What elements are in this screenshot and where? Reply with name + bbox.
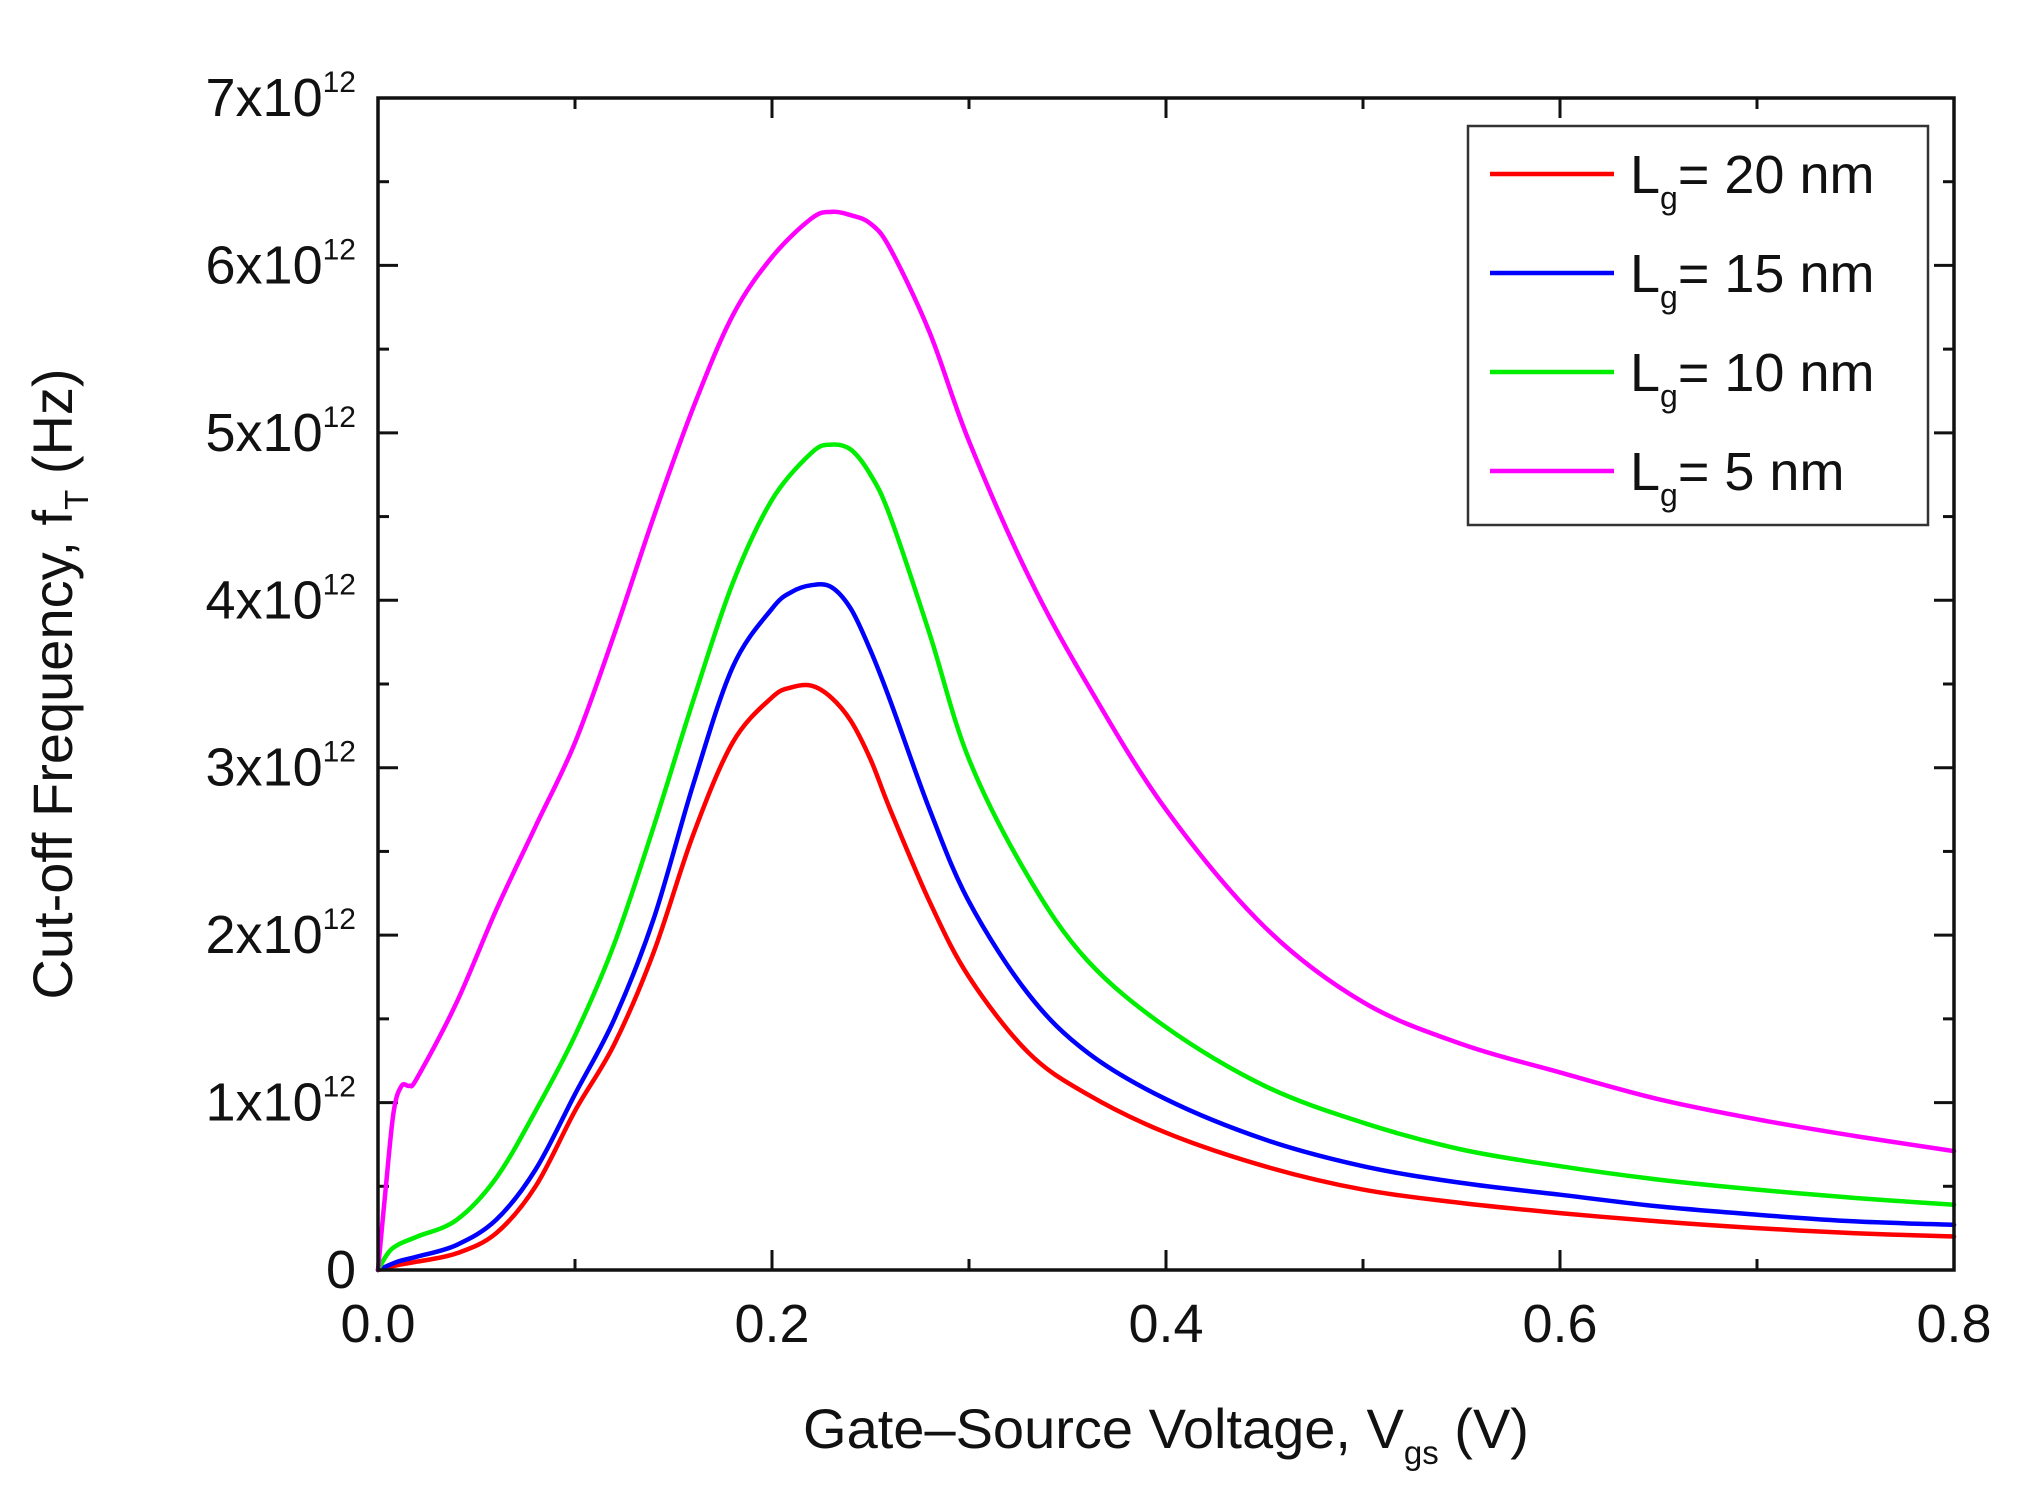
- y-tick-label-base: 4x10: [206, 570, 323, 630]
- y-tick-label-base: 5x10: [206, 403, 323, 463]
- x-tick-label: 0.2: [734, 1294, 809, 1354]
- y-tick-label-exponent: 12: [323, 401, 356, 434]
- x-axis-title-sub: gs: [1404, 1434, 1439, 1471]
- y-tick-label-exponent: 12: [323, 736, 356, 769]
- y-tick-label-base: 6x10: [206, 235, 323, 295]
- series-line-3: [375, 442, 1957, 1273]
- series-line-4: [375, 209, 1957, 1273]
- y-tick-label: 4x1012: [206, 568, 356, 630]
- y-axis-title-sub: T: [58, 490, 95, 510]
- plot-frame: [376, 96, 1956, 1272]
- legend-label-sub: g: [1660, 279, 1678, 315]
- legend-label: Lg= 15 nm: [1630, 244, 1874, 315]
- legend-box: [1466, 124, 1930, 527]
- legend-label-sub: g: [1660, 477, 1678, 513]
- y-axis-title-tail: (Hz): [21, 368, 84, 489]
- y-tick-label-exponent: 12: [323, 66, 356, 99]
- x-tick-label: 0.8: [1916, 1294, 1991, 1354]
- legend-item: Lg= 15 nm: [1490, 244, 1874, 315]
- legend-label-tail: = 15 nm: [1678, 244, 1875, 304]
- y-tick-label: 7x1012: [206, 66, 356, 128]
- x-axis-title-tail: (V): [1439, 1397, 1529, 1460]
- y-tick-label-exponent: 12: [323, 1071, 356, 1104]
- y-tick-label-base: 3x10: [206, 738, 323, 798]
- y-tick-label: 1x1012: [206, 1071, 356, 1133]
- legend-label-tail: = 20 nm: [1678, 145, 1875, 205]
- legend-label-tail: = 5 nm: [1678, 442, 1845, 502]
- series-layer: [375, 209, 1957, 1273]
- series-line-2: [375, 582, 1957, 1273]
- legend-item: Lg= 20 nm: [1490, 145, 1874, 216]
- y-tick-label-base: 7x10: [206, 68, 323, 128]
- x-tick-label: 0.4: [1128, 1294, 1203, 1354]
- legend-item: Lg= 5 nm: [1490, 442, 1844, 513]
- y-tick-label: 5x1012: [206, 401, 356, 463]
- legend-label: Lg= 5 nm: [1630, 442, 1844, 513]
- series-line-1: [375, 682, 1957, 1273]
- y-tick-label-exponent: 12: [323, 568, 356, 601]
- legend-label-tail: = 10 nm: [1678, 343, 1875, 403]
- y-tick-label: 6x1012: [206, 233, 356, 295]
- y-tick-label: 0: [326, 1240, 356, 1300]
- legend-label-main: L: [1630, 343, 1660, 403]
- y-tick-label-exponent: 12: [323, 233, 356, 266]
- legend-label: Lg= 20 nm: [1630, 145, 1874, 216]
- legend-label-main: L: [1630, 145, 1660, 205]
- y-tick-label-exponent: 12: [323, 903, 356, 936]
- legend-item: Lg= 10 nm: [1490, 343, 1874, 414]
- x-tick-label: 0.6: [1522, 1294, 1597, 1354]
- y-tick-label-base: 0: [326, 1240, 356, 1300]
- legend-label-sub: g: [1660, 378, 1678, 414]
- y-tick-label-base: 2x10: [206, 905, 323, 965]
- y-tick-label: 3x1012: [206, 736, 356, 798]
- legend-label-main: L: [1630, 442, 1660, 502]
- legend-label-sub: g: [1660, 180, 1678, 216]
- y-tick-label-base: 1x10: [206, 1073, 323, 1133]
- legend-label-main: L: [1630, 244, 1660, 304]
- y-axis-title-main: Cut-off Frequency, f: [21, 509, 84, 999]
- y-axis-title: Cut-off Frequency, fT (Hz): [21, 368, 95, 999]
- legend-label: Lg= 10 nm: [1630, 343, 1874, 414]
- y-tick-label: 2x1012: [206, 903, 356, 965]
- x-axis-title-main: Gate–Source Voltage, V: [803, 1397, 1405, 1460]
- x-axis-title: Gate–Source Voltage, Vgs (V): [803, 1397, 1529, 1471]
- y-tick-labels: 01x10122x10123x10124x10125x10126x10127x1…: [206, 66, 356, 1300]
- x-tick-label: 0.0: [340, 1294, 415, 1354]
- x-tick-labels: 0.0 0.2 0.4 0.6 0.8: [340, 1294, 1991, 1354]
